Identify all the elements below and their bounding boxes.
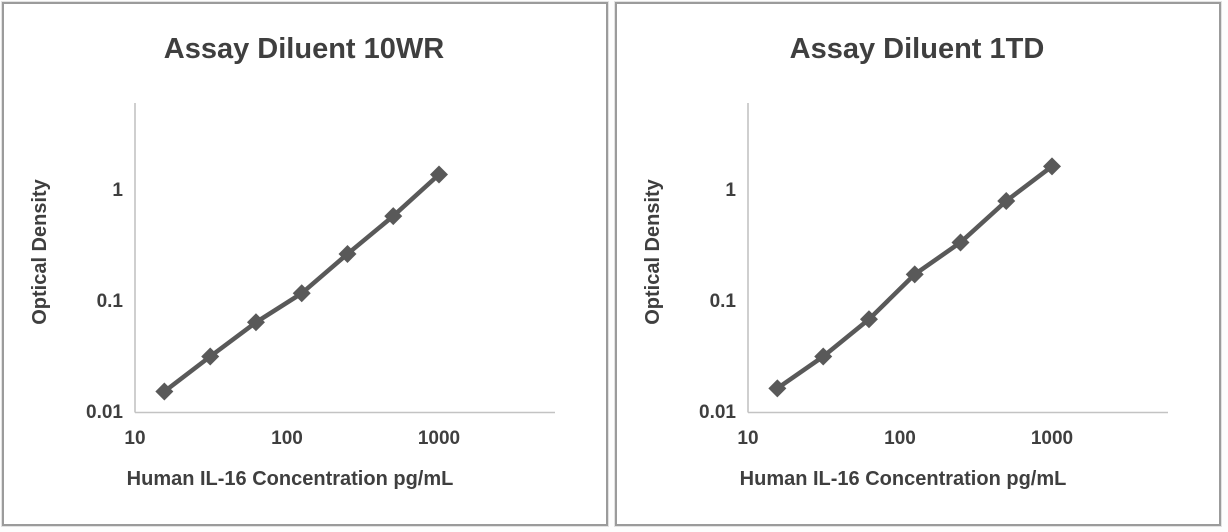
x-tick-label: 100	[884, 428, 916, 449]
chart-title: Assay Diluent 1TD	[790, 33, 1045, 65]
data-point-marker	[201, 347, 220, 366]
standard-curve-chart-10wr: Assay Diluent 10WR Optical Density Human I…	[29, 33, 555, 490]
y-tick-label: 0.01	[86, 402, 123, 423]
data-point-marker	[292, 284, 311, 303]
data-point-marker	[859, 310, 878, 329]
y-axis-title: Optical Density	[642, 178, 664, 324]
standard-curve-chart-1td: Assay Diluent 1TD Optical Density Human IL…	[642, 33, 1168, 490]
x-axis-title: Human IL-16 Concentration pg/mL	[740, 468, 1067, 490]
x-tick-label: 1000	[1031, 428, 1073, 449]
x-tick-label: 100	[271, 428, 303, 449]
data-point-marker	[155, 382, 174, 401]
chart-panel-assay-diluent-1td: Assay Diluent 1TD Optical Density Human IL…	[614, 1, 1222, 527]
chart-panel-assay-diluent-10wr: Assay Diluent 10WR Optical Density Human I…	[1, 1, 609, 527]
data-point-marker	[997, 191, 1016, 210]
data-point-marker	[905, 265, 924, 284]
chart-title: Assay Diluent 10WR	[164, 33, 444, 65]
x-tick-label: 1000	[418, 428, 460, 449]
data-point-marker	[338, 244, 357, 263]
x-axis-title: Human IL-16 Concentration pg/mL	[127, 468, 454, 490]
x-tick-label: 10	[124, 428, 145, 449]
data-point-marker	[768, 379, 787, 398]
data-point-marker	[246, 313, 265, 332]
y-axis-title: Optical Density	[29, 178, 51, 324]
data-point-marker	[384, 207, 403, 226]
y-tick-label: 1	[725, 180, 736, 201]
y-tick-label: 0.01	[699, 402, 736, 423]
data-point-marker	[814, 347, 833, 366]
y-tick-label: 1	[112, 180, 123, 201]
data-point-marker	[951, 233, 970, 252]
data-point-marker	[1043, 157, 1061, 176]
data-point-marker	[430, 165, 448, 184]
y-tick-label: 0.1	[710, 291, 737, 312]
x-tick-label: 10	[737, 428, 758, 449]
y-tick-label: 0.1	[97, 291, 124, 312]
